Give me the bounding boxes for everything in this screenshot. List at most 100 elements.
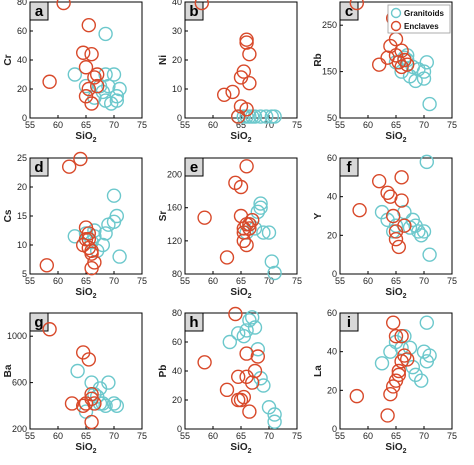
panel-a: 55 60 65 70 75 0 20 40 60 80 SiO2 Cr a [3,0,147,144]
x-tick-label: 70 [109,431,119,441]
granitoid-point [416,64,432,79]
panel-letter: f [347,159,353,176]
enclave-point [386,315,401,330]
enclave-point [81,352,97,367]
granitoid-point [402,220,418,235]
y-axis-label: Pb [158,365,169,378]
enclave-point [394,59,409,75]
legend-enclaves-symbol [390,20,402,32]
x-tick-label: 55 [25,120,35,130]
x-tick-label: 65 [81,120,91,130]
legend-enclaves-label: Enclaves [404,22,439,31]
enclave-point [230,369,246,384]
y-tick-label: 20 [327,385,337,395]
y-axis-label: Sr [158,211,169,222]
enclave-point [239,346,254,361]
enclave-point [388,329,404,344]
panel-letter-box [29,1,49,21]
y-tick-label: 250 [322,20,337,30]
enclave-point [372,173,387,189]
granitoid-point [259,109,274,124]
enclave-point [400,352,415,367]
enclave-point [239,32,254,47]
granitoid-point [106,396,122,411]
granitoid-point [419,154,434,170]
enclave-point [383,387,398,402]
granitoid-point [92,396,108,411]
granitoid-point [101,375,116,390]
enclave-point [81,18,97,33]
x-tick-label: 65 [236,120,246,130]
y-tick-label: 60 [17,26,27,36]
y-tick-label: 50 [327,113,337,123]
granitoid-point [98,26,113,42]
x-tick-label: 60 [208,431,218,441]
y-tick-label: 150 [322,67,337,77]
enclave-point [349,388,364,404]
x-tick-label: 70 [264,120,274,130]
x-tick-label: 65 [391,276,401,286]
legend: Granitoids Enclaves [387,4,451,34]
granitoid-point [416,71,432,86]
enclave-point [372,57,387,72]
x-tick-label: 75 [447,276,457,286]
granitoid-point [419,55,434,70]
enclave-point [89,67,105,82]
y-axis-label: Cr [3,54,14,65]
y-tick-label: 200 [167,170,182,180]
granitoid-point [67,67,83,82]
y-tick-label: 80 [172,269,182,279]
granitoid-point [244,109,260,124]
panel-letter-box [339,157,359,177]
y-tick-label: 600 [12,378,27,388]
x-axis-label: SiO2 [230,442,251,455]
y-tick-label: 0 [332,269,337,279]
enclave-point [84,414,99,430]
y-tick-label: 5 [22,269,27,279]
granitoid-point [253,109,268,124]
x-axis-label: SiO2 [385,442,406,455]
y-tick-label: 0 [177,424,182,434]
granitoid-point [267,407,282,422]
granitoid-point [405,359,420,375]
y-axis-label: Ni [158,55,169,65]
y-tick-label: 10 [172,84,182,94]
panel-letter: c [345,3,353,20]
plot-frame [184,1,298,119]
panel-letter-box [339,312,359,332]
y-tick-label: 15 [17,211,27,221]
granitoid-point [106,67,122,82]
enclave-point [230,392,246,408]
enclave-point [84,47,99,62]
y-tick-label: 20 [17,182,27,192]
enclave-point [225,84,240,100]
enclave-point [239,102,254,117]
enclave-point [194,0,209,11]
enclave-point [397,348,412,363]
enclave-point [244,212,260,228]
y-axis-label: Y [313,212,324,219]
y-tick-label: 0 [332,424,337,434]
x-axis-label: SiO2 [230,287,251,300]
granitoid-point [106,188,122,203]
enclave-point [386,208,401,224]
granitoid-point [267,414,282,429]
panel-f: 55 60 65 70 75 0 20 40 60 SiO2 Yf [313,153,457,300]
x-tick-label: 75 [292,431,302,441]
enclave-point [397,218,412,233]
x-tick-label: 60 [208,276,218,286]
x-tick-label: 70 [419,431,429,441]
y-tick-label: 60 [172,337,182,347]
panel-letter-box [184,1,204,21]
panel-letter: d [34,159,43,176]
y-tick-label: 40 [17,55,27,65]
y-tick-label: 40 [327,347,337,357]
enclave-point [219,382,235,398]
granitoid-point [422,348,437,363]
granitoid-point [253,200,268,215]
granitoid-point [253,371,268,386]
enclave-point [219,250,235,265]
granitoid-point [109,89,125,104]
enclave-point [239,237,254,253]
y-tick-label: 0 [22,113,27,123]
